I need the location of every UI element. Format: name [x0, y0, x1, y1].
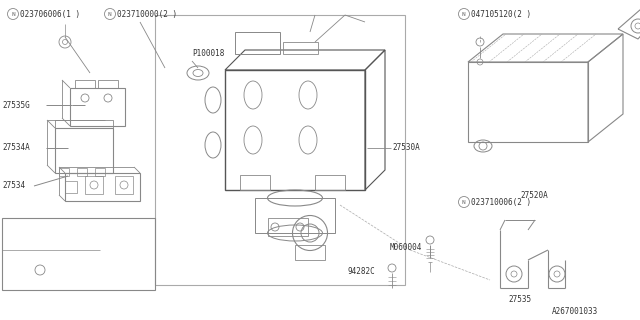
Text: N: N [11, 12, 15, 17]
Bar [268, 218, 308, 236]
Bar [240, 175, 270, 190]
Text: N: N [462, 199, 466, 204]
Text: 27520A: 27520A [520, 190, 548, 199]
Text: P100018: P100018 [192, 50, 225, 59]
Bar [235, 32, 280, 54]
Text: 047105120(2 ): 047105120(2 ) [471, 10, 531, 19]
Bar [65, 181, 77, 193]
Bar [77, 168, 87, 176]
Bar [75, 80, 95, 88]
Bar [55, 120, 113, 128]
Bar [55, 128, 113, 173]
Bar [155, 15, 405, 285]
Text: N: N [462, 12, 466, 17]
Text: 27530A: 27530A [392, 143, 420, 153]
Bar [225, 70, 365, 190]
Bar [85, 176, 103, 194]
Bar [255, 198, 335, 233]
Text: N: N [108, 12, 112, 17]
Text: 023706006(1 ): 023706006(1 ) [20, 10, 80, 19]
Bar [295, 245, 325, 260]
Bar [315, 175, 345, 190]
Text: 27534: 27534 [2, 181, 25, 190]
Text: 27535G: 27535G [2, 100, 29, 109]
Bar [98, 80, 118, 88]
Text: A267001033: A267001033 [552, 308, 598, 316]
Text: 023710000(2 ): 023710000(2 ) [117, 10, 177, 19]
Text: M060004: M060004 [390, 244, 422, 252]
Bar [95, 168, 105, 176]
Text: 27534A: 27534A [2, 143, 29, 153]
Bar [115, 176, 133, 194]
Text: 023710006(2 ): 023710006(2 ) [471, 197, 531, 206]
Text: 27535: 27535 [508, 295, 531, 305]
Bar [283, 42, 318, 54]
Bar [468, 62, 588, 142]
Bar [65, 173, 140, 201]
Bar [70, 88, 125, 126]
Bar [59, 168, 69, 176]
Text: 94282C: 94282C [348, 268, 376, 276]
